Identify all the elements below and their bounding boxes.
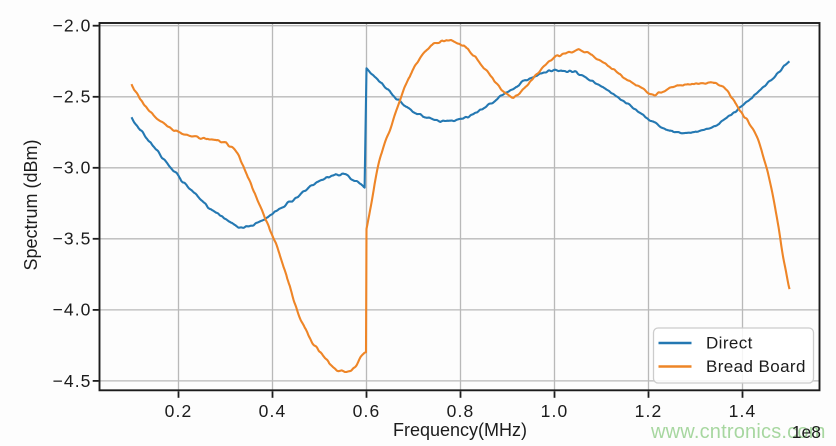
svg-text:−4.5: −4.5 bbox=[53, 371, 92, 391]
svg-text:1.0: 1.0 bbox=[541, 401, 569, 421]
svg-text:Bread Board: Bread Board bbox=[706, 357, 806, 376]
svg-text:−3.5: −3.5 bbox=[53, 229, 92, 249]
svg-text:−4.0: −4.0 bbox=[53, 300, 92, 320]
svg-text:1.4: 1.4 bbox=[729, 401, 757, 421]
svg-text:0.6: 0.6 bbox=[353, 401, 381, 421]
svg-text:Frequency(MHz): Frequency(MHz) bbox=[393, 420, 527, 440]
svg-text:−2.5: −2.5 bbox=[53, 87, 92, 107]
svg-text:0.2: 0.2 bbox=[165, 401, 193, 421]
svg-text:−2.0: −2.0 bbox=[53, 16, 92, 36]
svg-text:0.8: 0.8 bbox=[447, 401, 475, 421]
svg-text:Spectrum (dBm): Spectrum (dBm) bbox=[21, 139, 41, 270]
svg-text:www.cntronics.com: www.cntronics.com bbox=[650, 421, 826, 443]
svg-text:0.4: 0.4 bbox=[259, 401, 287, 421]
svg-text:Direct: Direct bbox=[706, 334, 753, 353]
svg-text:−3.0: −3.0 bbox=[53, 158, 92, 178]
svg-text:1.2: 1.2 bbox=[635, 401, 663, 421]
svg-text:1e8: 1e8 bbox=[792, 422, 821, 442]
